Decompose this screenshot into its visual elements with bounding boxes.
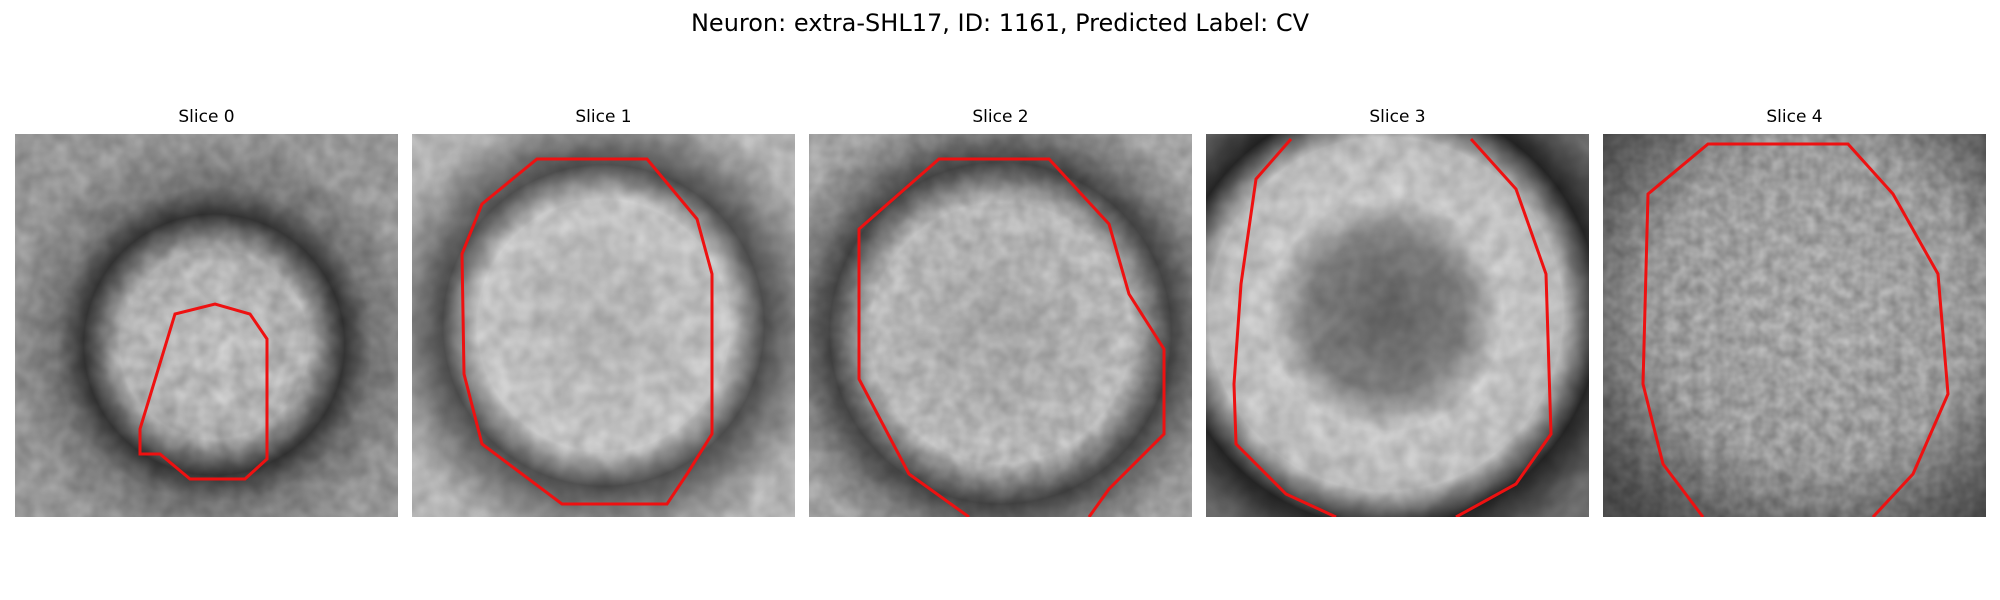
- neuron-contour: [138, 302, 269, 481]
- slice-image-1: [412, 134, 795, 517]
- neuron-contour: [857, 157, 1166, 517]
- neuron-contour-right: [1455, 137, 1553, 517]
- slice-title-0: Slice 0: [178, 107, 235, 127]
- slice-panel-2: Slice 2: [809, 104, 1192, 517]
- slice-panel-3: Slice 3: [1206, 104, 1589, 517]
- neuron-contour: [460, 157, 714, 506]
- slice-title-1: Slice 1: [575, 107, 632, 127]
- slice-title-4: Slice 4: [1766, 107, 1823, 127]
- slice-panel-0: Slice 0: [15, 104, 398, 517]
- neuron-contour-left: [1232, 138, 1337, 517]
- slice-title-3: Slice 3: [1369, 107, 1426, 127]
- figure-title: Neuron: extra-SHL17, ID: 1161, Predicted…: [690, 9, 1310, 37]
- slice-panel-4: Slice 4: [1603, 104, 1986, 517]
- slice-image-2: [809, 134, 1192, 517]
- slice-image-3: [1206, 134, 1589, 517]
- slice-image-0: [15, 134, 398, 517]
- neuron-contour: [1641, 142, 1950, 517]
- slice-image-4: [1603, 134, 1986, 517]
- slice-panel-1: Slice 1: [412, 104, 795, 517]
- slice-title-2: Slice 2: [972, 107, 1029, 127]
